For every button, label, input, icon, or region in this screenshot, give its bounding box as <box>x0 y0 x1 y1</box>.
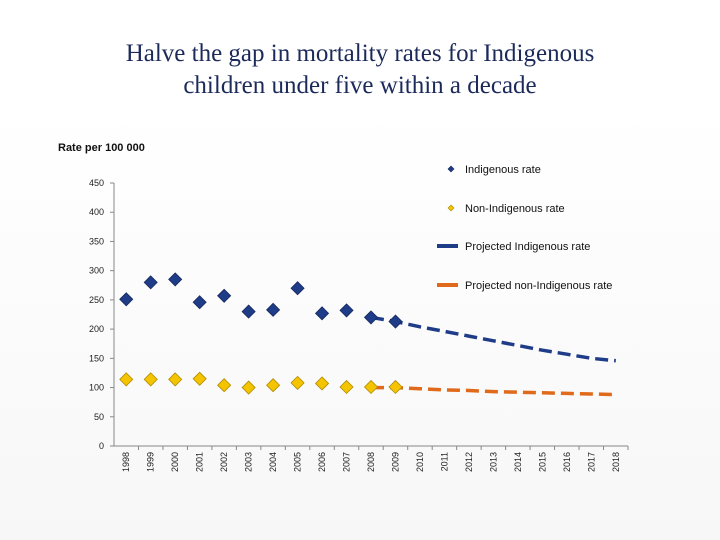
series-non-indigenous-rate <box>119 371 403 395</box>
x-tick-label: 2005 <box>293 452 303 472</box>
x-tick-label: 2004 <box>268 452 278 472</box>
data-point <box>168 372 183 387</box>
data-point <box>192 371 207 386</box>
chart-title-line-1: Halve the gap in mortality rates for Ind… <box>125 40 595 67</box>
x-tick-label: 2018 <box>611 452 621 472</box>
x-tick-label: 2009 <box>390 452 400 472</box>
y-tick-label: 400 <box>89 207 104 217</box>
data-point <box>217 378 232 393</box>
data-point <box>217 288 232 303</box>
data-point <box>168 272 183 287</box>
x-tick-label: 2001 <box>195 452 205 472</box>
legend-label: Non-Indigenous rate <box>465 203 565 215</box>
x-tick-label: 2006 <box>317 452 327 472</box>
legend-item-indigenous-rate: Indigenous rate <box>447 164 541 176</box>
x-tick-label: 2002 <box>219 452 229 472</box>
y-tick-label: 50 <box>94 412 104 422</box>
data-point <box>241 380 256 395</box>
y-tick-label: 350 <box>89 236 104 246</box>
x-tick-label: 2007 <box>342 452 352 472</box>
x-tick-label: 2003 <box>244 452 254 472</box>
legend-item-projected-non-indigenous-rate: Projected non-Indigenous rate <box>437 280 612 292</box>
legend-item-non-indigenous-rate: Non-Indigenous rate <box>447 203 565 215</box>
data-point <box>363 310 379 325</box>
x-tick-label: 2017 <box>586 452 596 472</box>
y-tick-label: 450 <box>89 178 104 188</box>
legend-marker <box>447 165 455 173</box>
y-tick-label: 250 <box>89 295 104 305</box>
x-tick-label: 2000 <box>170 452 180 472</box>
x-tick-label: 2014 <box>513 452 523 472</box>
chart-series <box>119 272 616 397</box>
y-tick-label: 100 <box>89 383 104 393</box>
data-point <box>314 376 330 391</box>
data-point <box>388 314 403 329</box>
data-point <box>266 378 281 393</box>
y-tick-label: 0 <box>99 441 104 451</box>
legend-label: Projected Indigenous rate <box>465 241 590 253</box>
x-tick-label: 1998 <box>121 452 131 472</box>
data-point <box>290 281 305 296</box>
data-point <box>339 303 354 318</box>
data-point <box>339 379 354 395</box>
data-point <box>290 375 305 390</box>
data-point <box>143 275 158 290</box>
y-tick-label: 200 <box>89 324 104 334</box>
data-point <box>241 304 256 319</box>
data-point <box>143 372 158 387</box>
legend-label: Projected non-Indigenous rate <box>465 280 612 292</box>
chart-legend: Indigenous rate Non-Indigenous rate Projec… <box>437 164 612 292</box>
y-tick-label: 300 <box>89 266 104 276</box>
data-point <box>363 379 379 395</box>
x-tick-label: 2010 <box>415 452 425 472</box>
series-projected-indigenous-rate <box>370 315 616 363</box>
data-point <box>266 302 281 317</box>
x-tick-label: 2015 <box>537 452 547 472</box>
x-tick-label: 2008 <box>366 452 376 472</box>
chart-axes: 0 50 100 150 200 250 300 350 400 450 1998 1999 2000 2… <box>89 178 629 472</box>
x-tick-label: 2013 <box>488 452 498 472</box>
x-tick-label: 1999 <box>146 452 156 472</box>
legend-label: Indigenous rate <box>465 164 541 176</box>
series-indigenous-rate <box>119 272 403 329</box>
y-axis-label: Rate per 100 000 <box>58 142 145 154</box>
legend-marker <box>447 204 455 212</box>
x-tick-label: 2012 <box>464 452 474 472</box>
data-point <box>192 295 207 310</box>
x-tick-label: 2016 <box>562 452 572 472</box>
x-tick-label: 2011 <box>439 452 449 471</box>
series-projected-non-indigenous-rate <box>371 385 616 397</box>
y-tick-label: 150 <box>89 353 104 363</box>
chart-title-line-2: children under five within a decade <box>183 72 537 99</box>
legend-item-projected-indigenous-rate: Projected Indigenous rate <box>437 241 590 253</box>
data-point <box>388 379 403 395</box>
data-point <box>314 306 330 321</box>
data-point <box>119 372 134 387</box>
chart-title: Halve the gap in mortality rates for Ind… <box>0 38 720 102</box>
data-point <box>119 292 134 307</box>
